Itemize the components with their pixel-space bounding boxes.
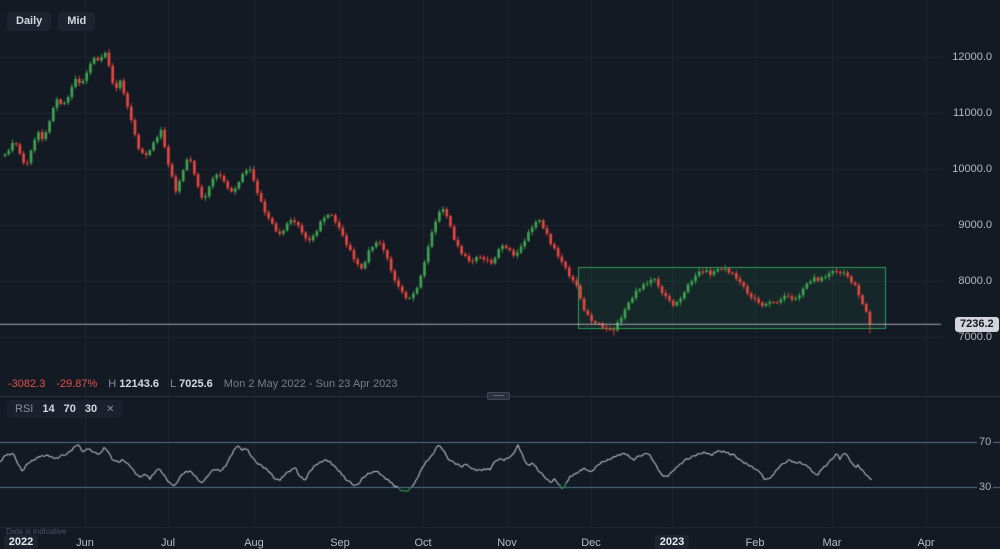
time-month-label: Jun xyxy=(76,537,94,549)
rsi-tick-label: 30 xyxy=(977,481,994,493)
time-month-label: Jul xyxy=(160,537,176,549)
status-line: -3082.3 -29.87% H 12143.6 L 7025.6 Mon 2 M… xyxy=(8,378,397,390)
pane-resize-handle[interactable] xyxy=(487,392,510,400)
time-year-label: 2022 xyxy=(3,535,39,549)
time-month-label: Dec xyxy=(581,537,601,549)
rsi-remove-icon[interactable]: ✕ xyxy=(106,403,115,415)
period-high: H 12143.6 xyxy=(108,378,160,390)
rsi-indicator-name: RSI xyxy=(15,403,34,415)
price-tick-label: 7000.0 xyxy=(958,331,992,343)
time-month-label: Apr xyxy=(917,537,935,549)
date-range: Mon 2 May 2022 - Sun 23 Apr 2023 xyxy=(223,378,398,390)
time-month-label: Mar xyxy=(822,537,842,549)
rsi-param-lower: 30 xyxy=(84,403,98,415)
price-change: -3082.3 xyxy=(8,378,46,390)
time-month-label: Feb xyxy=(745,537,765,549)
interval-daily-button[interactable]: Daily xyxy=(7,12,52,31)
price-tick-label: 12000.0 xyxy=(952,51,992,63)
interval-toolbar: Daily Mid xyxy=(7,12,96,31)
rsi-param-upper: 70 xyxy=(63,403,76,415)
time-month-label: Sep xyxy=(330,537,350,549)
rsi-indicator-legend[interactable]: RSI 14 70 30 ✕ xyxy=(7,400,123,418)
rsi-tick-label: 70 xyxy=(977,436,994,448)
interval-mid-button[interactable]: Mid xyxy=(58,12,96,31)
time-month-label: Nov xyxy=(497,537,517,549)
last-price-badge: 7236.2 xyxy=(955,316,999,332)
time-month-label: Oct xyxy=(414,537,432,549)
price-tick-label: 9000.0 xyxy=(958,219,992,231)
price-tick-label: 11000.0 xyxy=(953,107,992,119)
period-low: L 7025.6 xyxy=(170,378,213,390)
time-year-label: 2023 xyxy=(654,535,690,549)
time-month-label: Aug xyxy=(244,537,264,549)
rsi-param-length: 14 xyxy=(42,403,55,415)
price-tick-label: 8000.0 xyxy=(958,275,992,287)
disclaimer-text: Data is indicative xyxy=(6,527,67,536)
price-change-percent: -29.87% xyxy=(56,378,98,390)
price-tick-label: 10000.0 xyxy=(952,163,992,175)
